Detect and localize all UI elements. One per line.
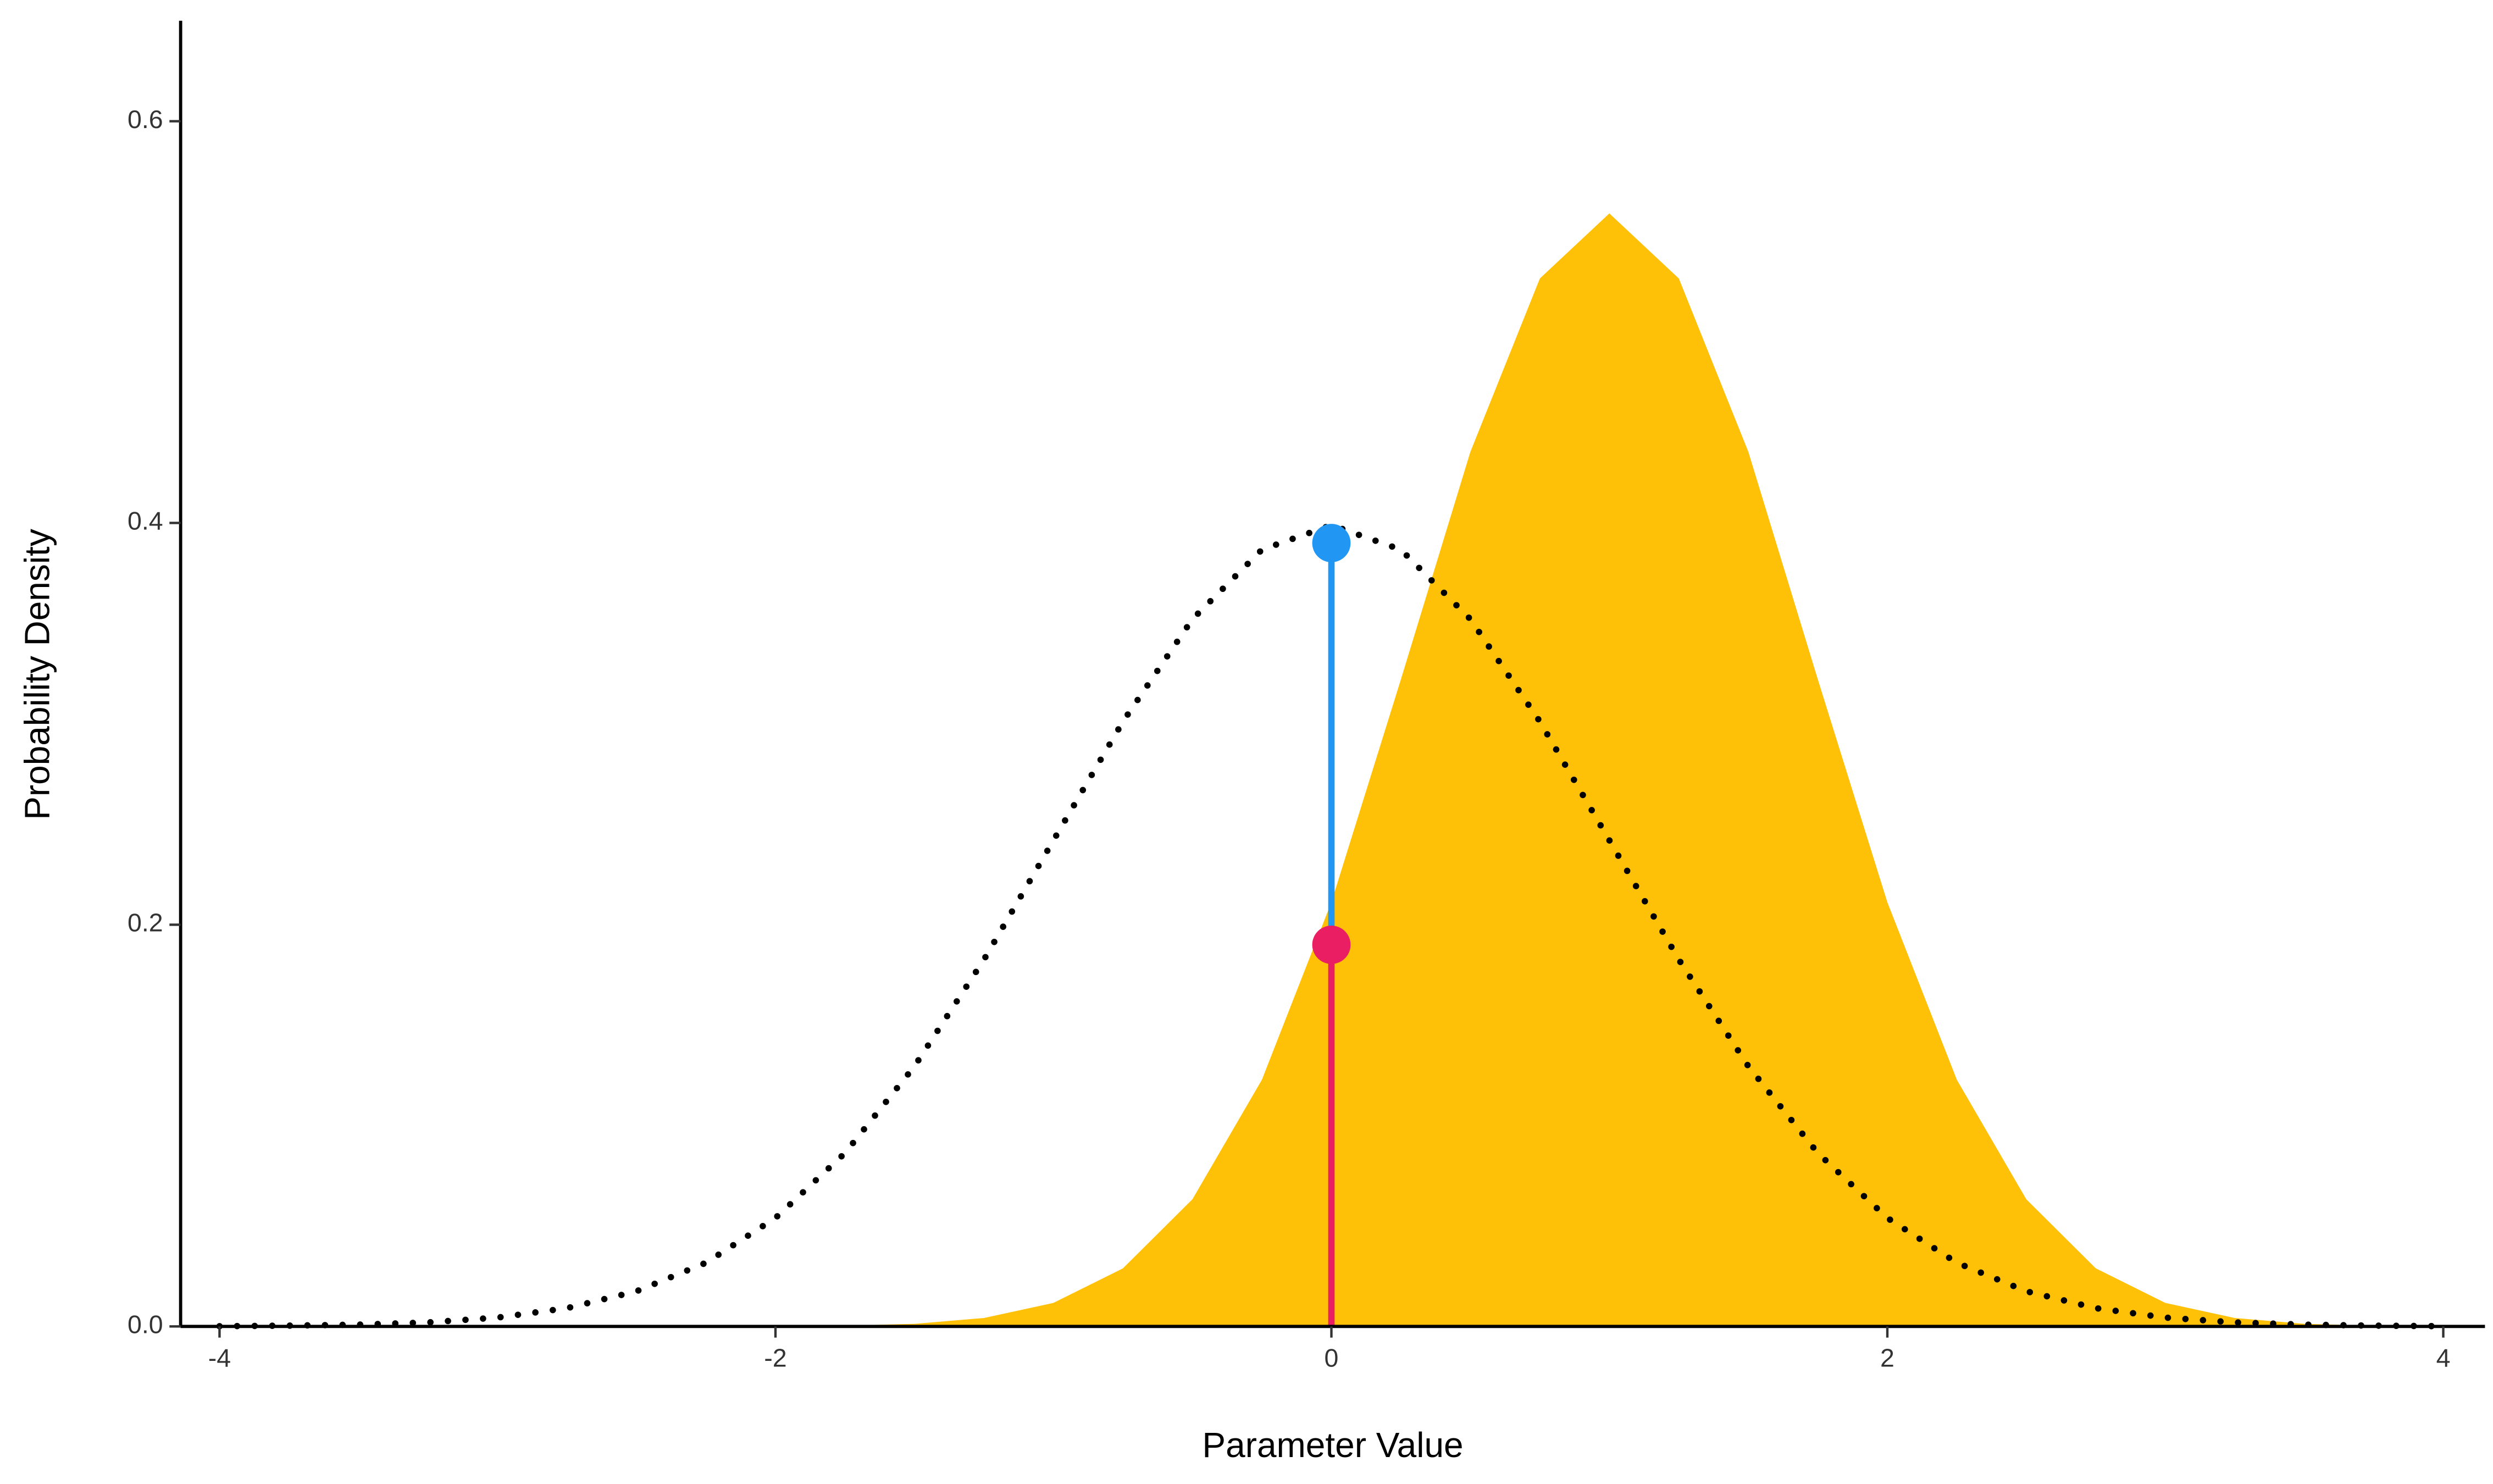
x-axis-label: Parameter Value [1202, 1425, 1463, 1465]
density-line [216, 522, 2447, 1330]
x-tick-label: 0 [1325, 1344, 1339, 1372]
y-tick-label: 0.0 [128, 1310, 163, 1339]
point [1312, 524, 1351, 562]
x-tick-label: -4 [208, 1344, 231, 1372]
y-tick-label: 0.4 [128, 507, 163, 535]
x-tick-label: -2 [764, 1344, 786, 1372]
point [1312, 926, 1351, 964]
x-tick-label: 2 [1880, 1344, 1894, 1372]
y-tick-label: 0.2 [128, 909, 163, 937]
density-area [219, 213, 2444, 1327]
x-tick-label: 4 [2436, 1344, 2451, 1372]
y-axis-label: Probability Density [18, 529, 57, 820]
y-tick-label: 0.6 [128, 105, 163, 134]
